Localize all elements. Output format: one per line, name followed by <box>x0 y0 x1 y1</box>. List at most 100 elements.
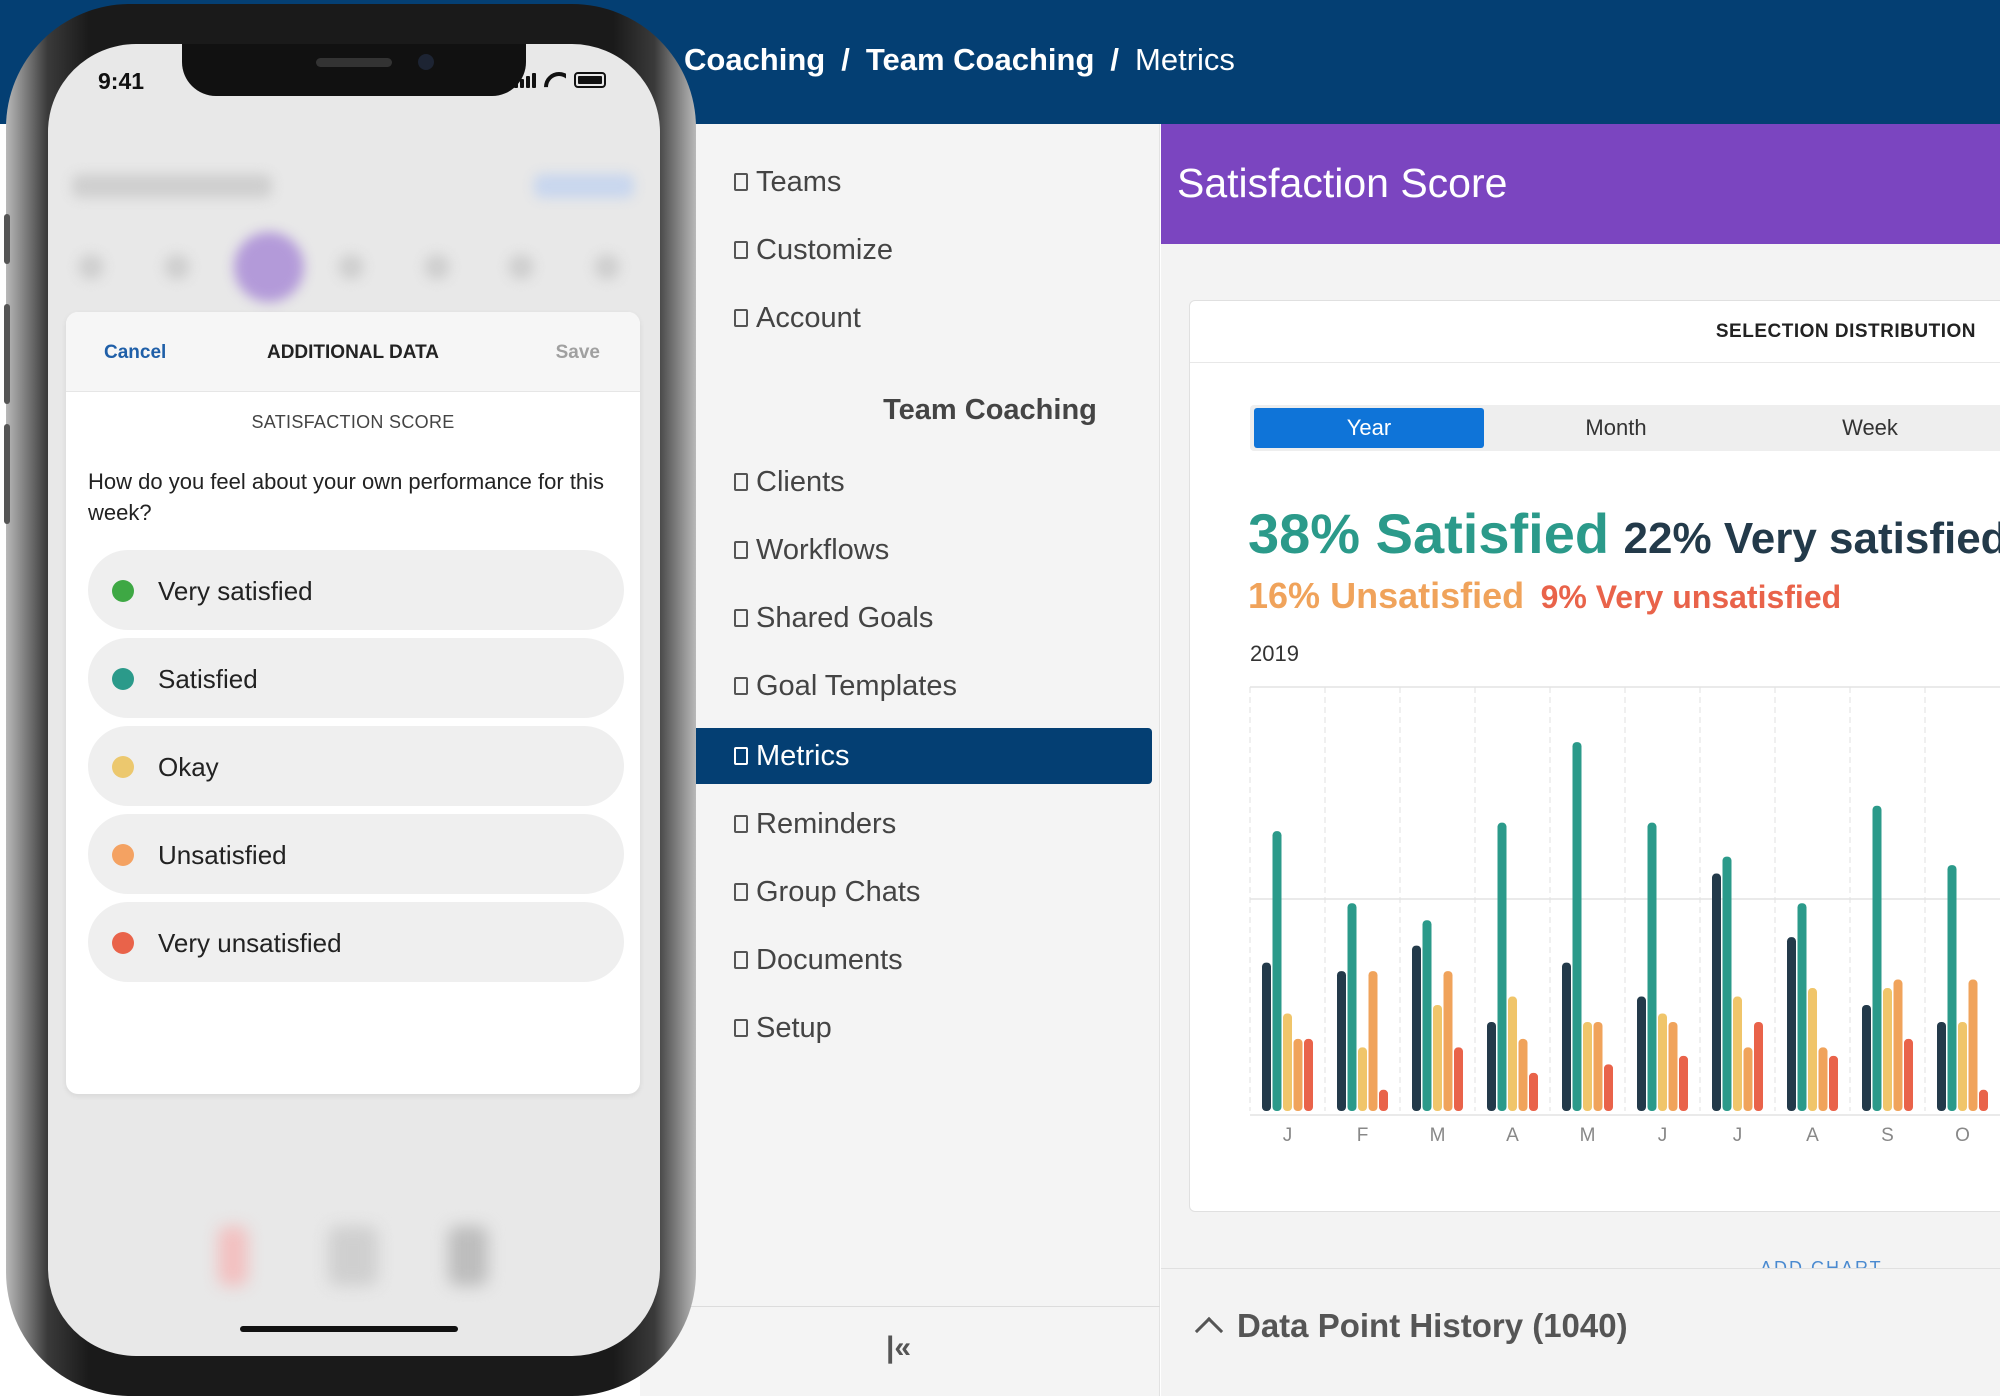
speaker <box>316 58 392 67</box>
bar-very-satisfied <box>1787 937 1796 1111</box>
teams-icon <box>734 173 748 191</box>
option-satisfied[interactable]: Satisfied <box>88 638 624 718</box>
bar-very-satisfied <box>1562 962 1571 1111</box>
phone-mockup: 9:41 Cancel ADDITIONAL DATA Save SATISFA… <box>4 4 696 1396</box>
workflows-icon <box>734 541 748 559</box>
data-point-history-bar[interactable]: Data Point History (1040) <box>1161 1268 2000 1396</box>
account-icon <box>734 309 748 327</box>
breadcrumb-metrics: Metrics <box>1135 42 1235 77</box>
chart-period-label: 2019 <box>1250 641 1299 666</box>
bar-okay <box>1508 996 1517 1111</box>
modal-header: Cancel ADDITIONAL DATA Save <box>66 312 640 392</box>
bar-satisfied <box>1872 805 1882 1111</box>
clients-icon <box>734 473 748 491</box>
option-label: Okay <box>158 752 219 782</box>
bar-okay <box>1958 1021 1967 1111</box>
bar-very-unsatisfied <box>1829 1055 1838 1111</box>
sidebar-section-title: Team Coaching <box>883 394 1097 426</box>
paperclip-icon <box>734 951 748 969</box>
summary-line-1: 38% Satisfied 22% Very satisfied <box>1248 501 2000 566</box>
status-icons <box>514 72 606 88</box>
goal-templates-icon <box>734 677 748 695</box>
bar-very-unsatisfied <box>1604 1064 1613 1111</box>
option-very-satisfied[interactable]: Very satisfied <box>88 550 624 630</box>
collapse-sidebar-icon[interactable]: |« <box>886 1331 912 1364</box>
tab-week[interactable]: Week <box>1842 415 1898 440</box>
cancel-button[interactable]: Cancel <box>104 342 167 363</box>
option-very-unsatisfied[interactable]: Very unsatisfied <box>88 902 624 982</box>
bar-okay <box>1733 996 1742 1111</box>
summary-line-2: 16% Unsatisfied 9% Very unsatisfied <box>1248 575 1841 617</box>
sidebar-item-label: Teams <box>756 166 842 198</box>
bar-satisfied <box>1347 903 1357 1111</box>
bar-satisfied <box>1422 920 1432 1111</box>
distribution-card: SELECTION DISTRIBUTION Year Month Week 3… <box>1189 300 2000 1212</box>
sidebar-item-workflows[interactable]: Workflows <box>692 522 1152 578</box>
breadcrumb: Coaching / Team Coaching / Metrics <box>684 42 1235 78</box>
home-indicator <box>240 1326 458 1332</box>
customize-icon <box>734 241 748 259</box>
sidebar-item-account[interactable]: Account <box>692 290 1152 346</box>
very-unsatisfied-pct: 9% <box>1540 579 1587 615</box>
chat-icon <box>734 883 748 901</box>
tab-year[interactable]: Year <box>1254 408 1484 448</box>
sidebar-item-teams[interactable]: Teams <box>692 154 1152 210</box>
blurred-tabbar <box>48 1206 660 1306</box>
question-text: How do you feel about your own performan… <box>88 469 605 525</box>
status-dot <box>112 580 134 602</box>
bar-okay <box>1658 1013 1667 1111</box>
option-okay[interactable]: Okay <box>88 726 624 806</box>
bar-very-unsatisfied <box>1904 1038 1913 1111</box>
x-tick-label: A <box>1506 1125 1519 1146</box>
sidebar-item-customize[interactable]: Customize <box>692 222 1152 278</box>
gear-icon <box>734 1019 748 1037</box>
sidebar-footer: |« <box>640 1306 1160 1396</box>
data-point-history-title: Data Point History (1040) <box>1237 1307 1628 1344</box>
satisfied-label: Satisfied <box>1375 502 1610 565</box>
breadcrumb-separator: / <box>1110 42 1120 77</box>
bar-unsatisfied <box>1443 971 1453 1111</box>
bar-okay <box>1358 1047 1367 1111</box>
bar-very-satisfied <box>1487 1021 1496 1111</box>
sidebar-item-metrics[interactable]: Metrics <box>692 728 1152 784</box>
phone-volume-up <box>4 304 10 404</box>
sidebar-item-label: Customize <box>756 234 893 266</box>
tab-month[interactable]: Month <box>1585 415 1647 440</box>
bar-satisfied <box>1572 742 1582 1111</box>
status-time: 9:41 <box>98 68 145 94</box>
option-label: Very unsatisfied <box>158 928 342 958</box>
unsatisfied-label: Unsatisfied <box>1330 575 1525 616</box>
very-unsatisfied-stat: 9% Very unsatisfied <box>1541 579 1842 615</box>
bar-very-satisfied <box>1862 1005 1871 1111</box>
sidebar-item-group-chats[interactable]: Group Chats <box>692 864 1152 920</box>
save-button[interactable]: Save <box>555 342 600 363</box>
breadcrumb-team-coaching[interactable]: Team Coaching <box>865 42 1095 77</box>
bar-very-unsatisfied <box>1454 1047 1463 1111</box>
sidebar-item-shared-goals[interactable]: Shared Goals <box>692 590 1152 646</box>
sidebar-item-clients[interactable]: Clients <box>692 454 1152 510</box>
unsatisfied-stat: 16% Unsatisfied <box>1248 575 1524 616</box>
bar-very-satisfied <box>1337 971 1346 1111</box>
metric-header: Satisfaction Score <box>1161 124 2000 244</box>
x-tick-label: M <box>1580 1125 1596 1146</box>
card-title: SELECTION DISTRIBUTION <box>1715 321 1976 342</box>
status-dot <box>112 756 134 778</box>
bar-unsatisfied <box>1293 1038 1303 1111</box>
bar-unsatisfied <box>1668 1021 1678 1111</box>
sidebar-item-goal-templates[interactable]: Goal Templates <box>692 658 1152 714</box>
bar-unsatisfied <box>1593 1021 1603 1111</box>
option-unsatisfied[interactable]: Unsatisfied <box>88 814 624 894</box>
very-satisfied-label: Very satisfied <box>1723 514 2000 563</box>
x-tick-label: F <box>1357 1125 1369 1146</box>
breadcrumb-coaching[interactable]: Coaching <box>684 42 826 77</box>
bar-unsatisfied <box>1968 979 1978 1111</box>
blurred-background <box>48 114 660 302</box>
signal-icon <box>514 73 536 88</box>
sidebar-item-documents[interactable]: Documents <box>692 932 1152 988</box>
chevron-up-icon <box>1194 1316 1224 1346</box>
x-tick-label: O <box>1955 1125 1970 1146</box>
bar-satisfied <box>1497 822 1507 1111</box>
sidebar-item-reminders[interactable]: Reminders <box>692 796 1152 852</box>
sidebar-item-setup[interactable]: Setup <box>692 1000 1152 1056</box>
